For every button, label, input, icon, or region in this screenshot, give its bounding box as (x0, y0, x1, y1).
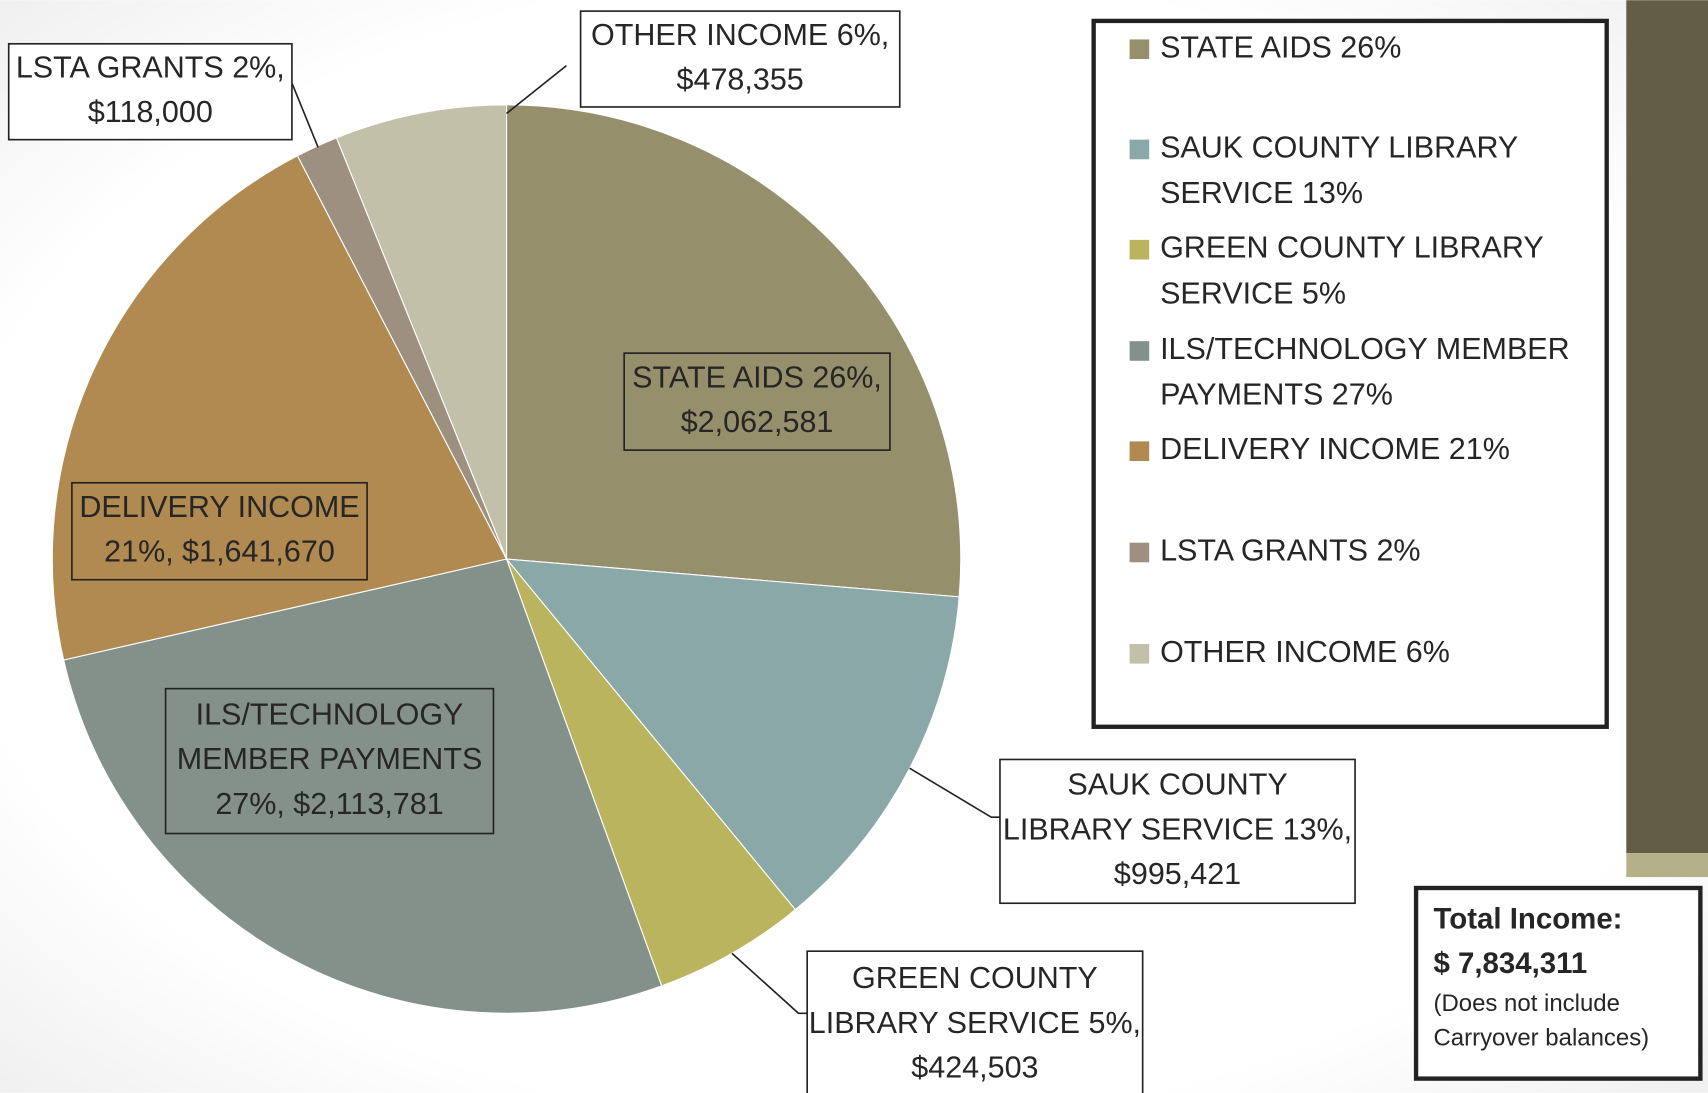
side-band-accent (1626, 853, 1708, 878)
legend-swatch (1129, 341, 1150, 361)
pie-slice (505, 558, 960, 911)
legend-swatch (1129, 139, 1150, 160)
legend-label: SAUK COUNTY LIBRARY SERVICE 13% (1160, 131, 1518, 211)
data-label: STATE AIDS 26%, (632, 360, 882, 394)
data-label: MEMBER PAYMENTS (177, 742, 483, 776)
data-labels: STATE AIDS 26%, $2,062,581 SAUK COUNTY LIBR… (7, 10, 1356, 1093)
label-box (7, 42, 293, 141)
label-box (164, 687, 495, 835)
data-label: LIBRARY SERVICE 5%, (809, 1006, 1141, 1040)
pie-slice (62, 558, 663, 1014)
total-box (1413, 885, 1703, 1081)
legend-swatch (1129, 441, 1150, 461)
legend-swatch (1129, 39, 1150, 60)
data-label: 21%, $1,641,670 (104, 535, 335, 569)
data-label: ILS/TECHNOLOGY (196, 697, 464, 731)
label-box (71, 481, 368, 581)
total-amount: $ 7,834,311 (1434, 947, 1588, 980)
legend: STATE AIDS 26% SAUK COUNTY LIBRARY SERVICE… (1129, 30, 1570, 669)
pie (51, 104, 962, 1014)
data-label: DELIVERY INCOME (79, 490, 359, 524)
data-label: $995,421 (1114, 857, 1241, 891)
data-label: OTHER INCOME 6%, (591, 18, 889, 52)
legend-label: STATE AIDS 26% (1160, 30, 1401, 64)
legend-label: OTHER INCOME 6% (1160, 635, 1450, 669)
data-label: GREEN COUNTY (852, 961, 1098, 995)
pie-slice (506, 558, 797, 987)
data-label: 27%, $2,113,781 (215, 787, 443, 821)
data-label: $478,355 (677, 62, 804, 96)
label-box (806, 950, 1144, 1093)
data-label: $424,503 (911, 1050, 1038, 1084)
legend-box (1091, 18, 1609, 729)
legend-label: DELIVERY INCOME 21% (1160, 432, 1510, 466)
legend-swatch (1129, 542, 1150, 563)
pie-slice (505, 104, 962, 598)
legend-swatch (1129, 643, 1150, 664)
label-box (623, 352, 891, 451)
leader-line (909, 767, 1000, 819)
leader-line (506, 64, 567, 115)
data-label: $2,062,581 (681, 405, 834, 439)
leader-line (731, 952, 808, 1015)
legend-swatch (1129, 239, 1150, 260)
total-note: Carryover balances) (1434, 1025, 1650, 1052)
legend-label: ILS/TECHNOLOGY MEMBER PAYMENTS 27% (1160, 332, 1570, 412)
total-title: Total Income: (1434, 902, 1623, 935)
label-box (579, 10, 901, 108)
label-box (999, 758, 1356, 905)
leader-line (291, 82, 319, 148)
pie-slice (335, 104, 508, 560)
legend-label: LSTA GRANTS 2% (1160, 534, 1420, 568)
data-label: SAUK COUNTY (1067, 768, 1287, 802)
side-band (1626, 0, 1708, 854)
pie-slice (51, 155, 508, 661)
data-label: LSTA GRANTS 2%, (16, 50, 285, 84)
total-note: (Does not include (1434, 990, 1620, 1017)
legend-label: GREEN COUNTY LIBRARY SERVICE 5% (1160, 231, 1544, 311)
data-label: $118,000 (88, 95, 213, 129)
data-label: LIBRARY SERVICE 13%, (1003, 812, 1352, 846)
